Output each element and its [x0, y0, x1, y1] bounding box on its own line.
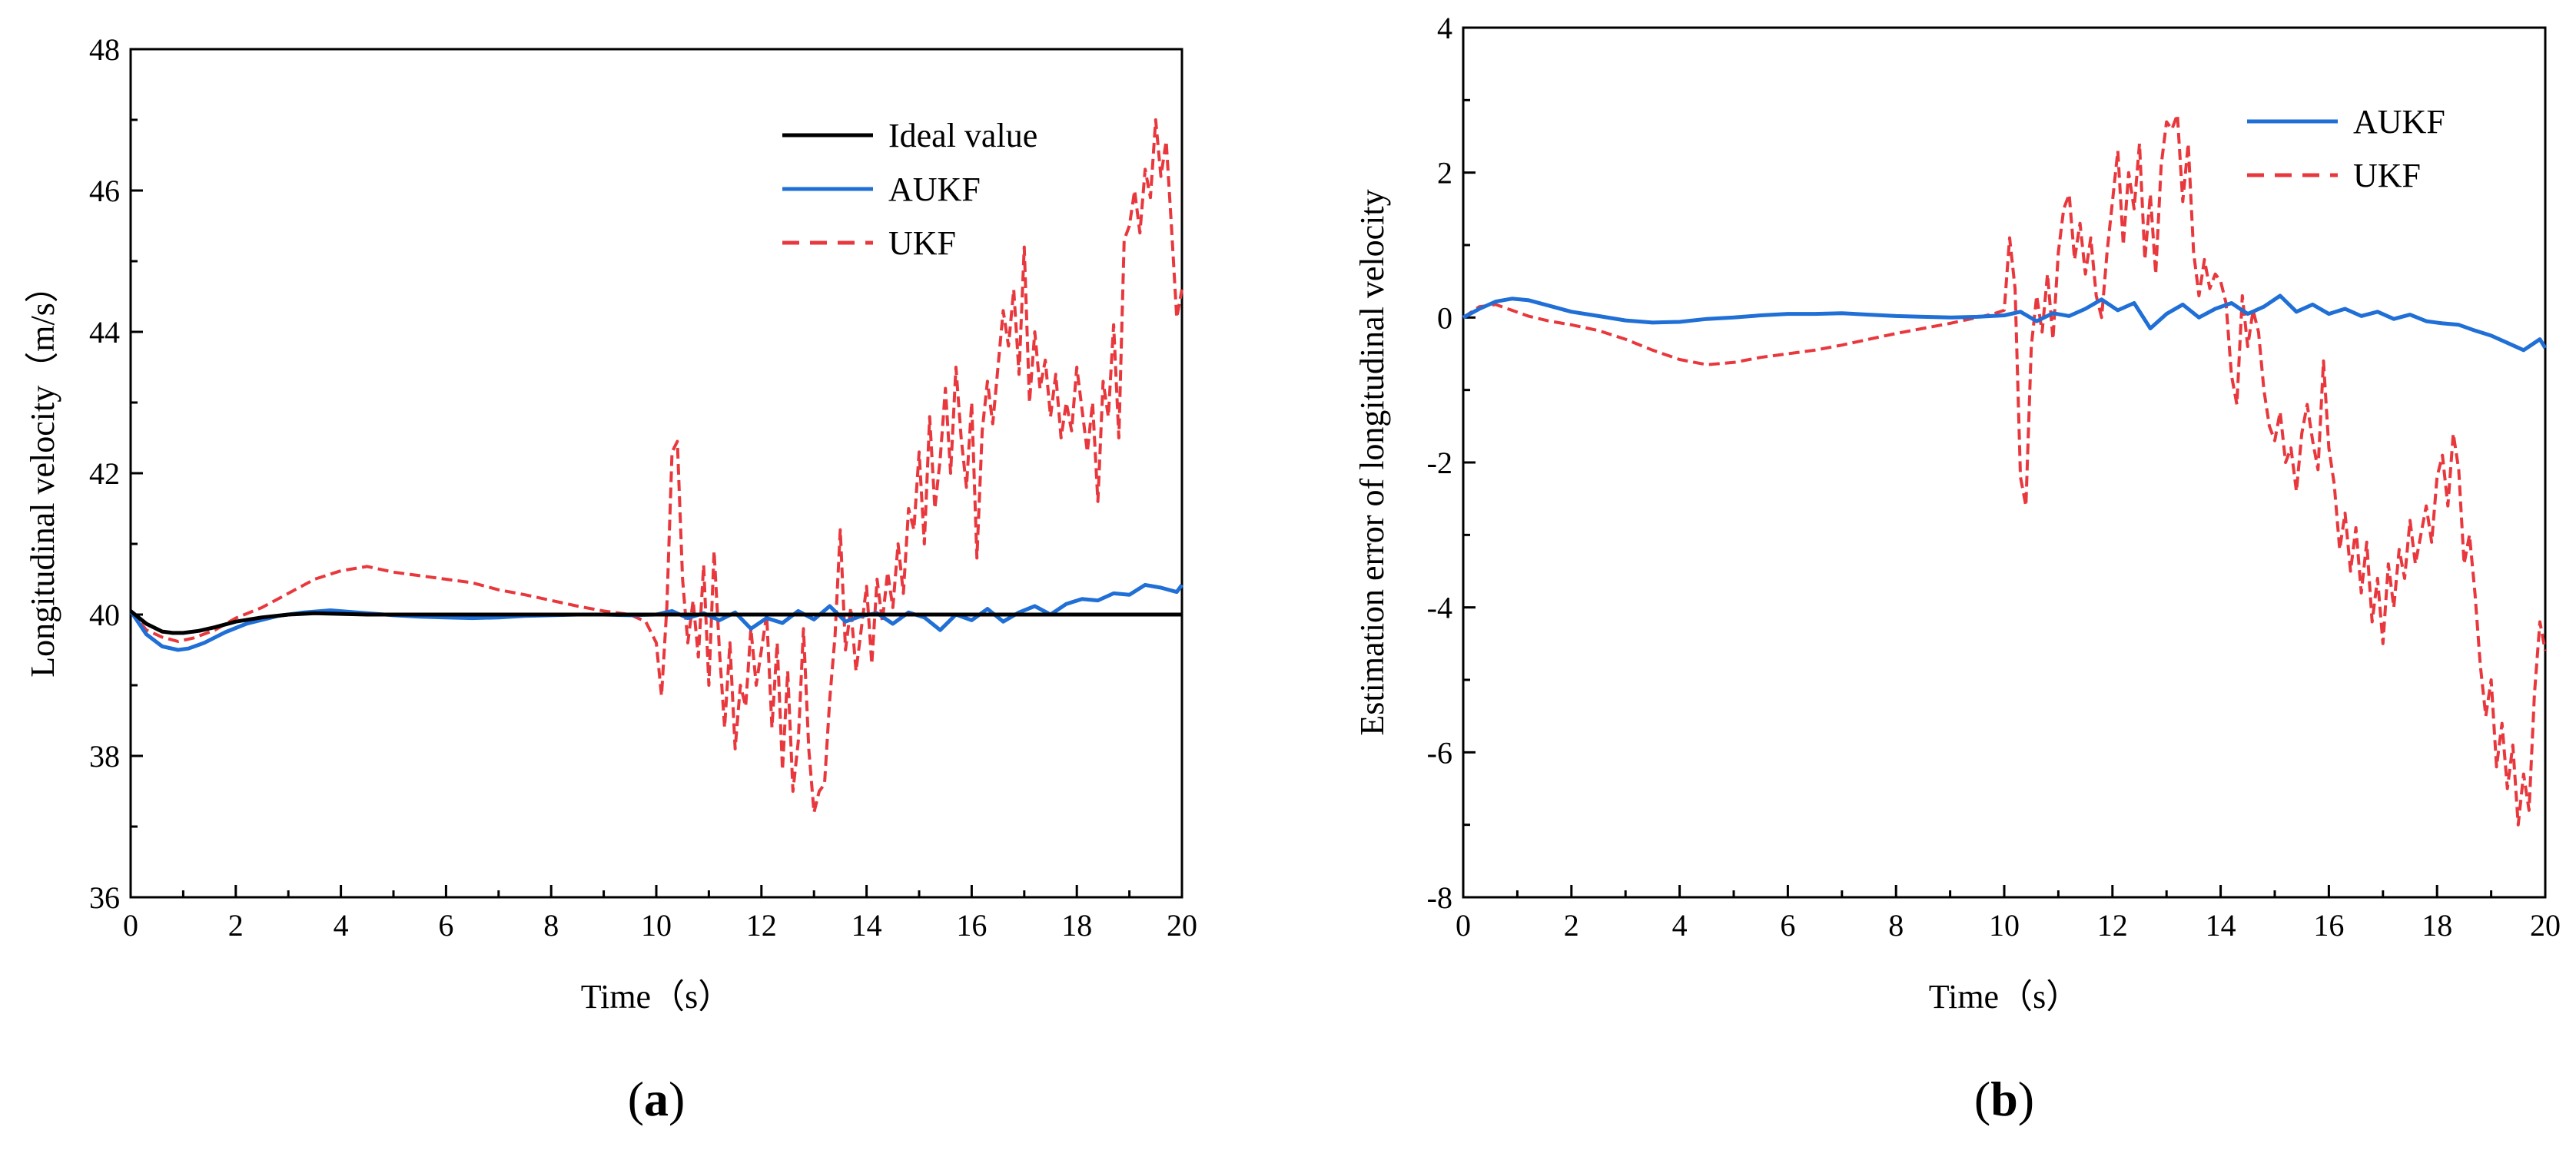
panel-a-y-axis-title: Longitudinal velocity（m/s）: [24, 269, 61, 678]
panel-b-y-axis-title: Estimation error of longitudinal velocit…: [1353, 189, 1391, 735]
panel-a-series-ideal-value-line: [129, 609, 1182, 635]
panel-a-x-tick-label: 2: [228, 908, 244, 943]
panel-b-x-tick-label: 4: [1672, 908, 1688, 943]
panel-a-y-tick-label: 46: [89, 174, 120, 208]
panel-a-x-tick-label: 10: [641, 908, 672, 943]
panel-a-x-tick-label: 0: [123, 908, 138, 943]
panel-b-x-tick-label: 14: [2206, 908, 2236, 943]
panel-b-x-tick-label: 10: [1989, 908, 2020, 943]
panel-b-label: (b): [1974, 1072, 2034, 1126]
panel-b-x-tick-label: 20: [2530, 908, 2561, 943]
panel-a-plot-frame: [129, 48, 1183, 899]
panel-a-x-tick-label: 12: [746, 908, 777, 943]
panel-a-x-tick-label: 16: [956, 908, 987, 943]
panel-b-legend-label-ukf: UKF: [2353, 157, 2421, 194]
panel-b-y-tick-label: 0: [1437, 300, 1452, 335]
panel-a-series-group: [128, 118, 1184, 814]
panel-b-x-tick-label: 6: [1780, 908, 1795, 943]
panel-b-x-tick-label: 0: [1456, 908, 1471, 943]
panel-b-y-tick-label: 2: [1437, 156, 1452, 191]
panel-b-x-tick-label: 8: [1888, 908, 1904, 943]
panel-a-x-tick-label: 8: [543, 908, 559, 943]
panel-a-y-tick-label: 48: [89, 32, 120, 67]
panel-b-x-tick-label: 12: [2097, 908, 2128, 943]
panel-a-legend-label-ideal-value: Ideal value: [888, 117, 1037, 154]
panel-b-y-tick-label: -2: [1427, 446, 1452, 480]
panel-a-x-tick-label: 18: [1061, 908, 1092, 943]
panel-a-y-tick-label: 38: [89, 739, 120, 774]
panel-a-y-tick-label: 40: [89, 598, 120, 632]
panel-a-y-tick-label: 42: [89, 456, 120, 491]
panel-a-x-tick-label: 20: [1167, 908, 1197, 943]
panel-b-x-tick-label: 18: [2422, 908, 2452, 943]
panel-b-letter: b: [1990, 1072, 2018, 1126]
panel-b-chart: 0 2 4 6 8 10 12 14 16 18 20 -8 -6 -4 -2 0 2 4 AUKF UKF Tim…: [1353, 11, 2561, 1126]
panel-b-series-group: [1462, 113, 2548, 827]
panel-a-y-tick-label: 36: [89, 880, 120, 915]
panel-a-x-axis-title: Time（s）: [581, 978, 732, 1016]
panel-a-letter: a: [644, 1072, 669, 1126]
panel-a-legend: Ideal value AUKF UKF: [782, 117, 1037, 262]
panel-b-y-tick-label: -4: [1427, 591, 1452, 625]
panel-b-y-tick-label: -8: [1427, 880, 1452, 915]
panel-a-series-ukf-line: [129, 118, 1183, 814]
panel-b-legend: AUKF UKF: [2247, 103, 2445, 194]
panel-b-x-tick-label: 2: [1564, 908, 1579, 943]
panel-a-y-tick-label: 44: [89, 315, 120, 350]
panel-b-ticks: 0 2 4 6 8 10 12 14 16 18 20 -8 -6 -4 -2 0 2 4: [1427, 11, 2561, 943]
panel-a-x-tick-label: 14: [851, 908, 882, 943]
panel-a-x-tick-label: 6: [438, 908, 453, 943]
panel-b-x-tick-label: 16: [2313, 908, 2344, 943]
panel-b-legend-label-aukf: AUKF: [2353, 103, 2445, 141]
panel-b-y-tick-label: -6: [1427, 735, 1452, 770]
panel-b-series-ukf-line: [1462, 113, 2547, 827]
panel-a-x-tick-label: 4: [334, 908, 349, 943]
panel-a-legend-label-aukf: AUKF: [888, 171, 981, 208]
panel-b-y-tick-label: 4: [1437, 11, 1452, 45]
panel-a-label: (a): [628, 1072, 685, 1126]
panel-a-legend-label-ukf: UKF: [888, 224, 956, 262]
panel-b-series-aukf-line: [1462, 293, 2548, 353]
panel-b-x-axis-title: Time（s）: [1929, 978, 2080, 1016]
